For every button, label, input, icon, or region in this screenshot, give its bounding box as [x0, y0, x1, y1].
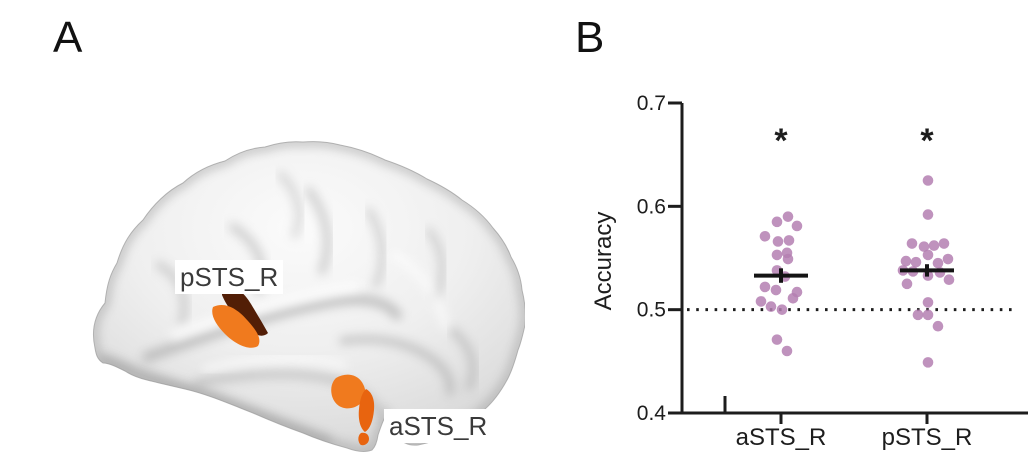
y-tick-label: 0.4 — [637, 402, 667, 425]
data-point — [906, 238, 918, 249]
panel-b-label: B — [575, 13, 605, 62]
data-point — [912, 309, 924, 321]
data-point — [910, 256, 922, 268]
brain-sulci — [93, 142, 525, 452]
data-point — [900, 255, 912, 267]
data-point — [770, 284, 782, 296]
category-label: aSTS_R — [736, 424, 827, 451]
data-point — [759, 231, 771, 242]
significance-marker: * — [774, 122, 788, 160]
roi-label-psts: pSTS_R — [175, 260, 284, 294]
data-point — [782, 211, 794, 222]
data-point — [932, 257, 944, 269]
category-label: pSTS_R — [882, 424, 973, 451]
data-point — [791, 220, 803, 232]
data-point — [776, 304, 788, 315]
data-point — [918, 241, 930, 252]
data-point — [922, 249, 934, 261]
data-point — [928, 240, 940, 251]
brain-render-icon — [92, 141, 525, 452]
activation-asts-blob — [331, 374, 375, 446]
data-point — [943, 274, 955, 285]
data-point — [922, 209, 934, 220]
data-point — [901, 278, 913, 290]
data-point — [922, 175, 934, 186]
data-point — [771, 249, 783, 261]
data-point — [922, 357, 934, 368]
data-point — [765, 301, 777, 312]
data-point — [787, 293, 799, 304]
data-point — [932, 320, 944, 332]
roi-label-asts: aSTS_R — [384, 409, 493, 443]
y-tick-label: 0.5 — [637, 299, 666, 322]
data-point — [755, 296, 767, 307]
data-point — [771, 216, 783, 228]
data-point — [781, 345, 793, 357]
data-point — [938, 238, 950, 249]
activation-psts-blob — [212, 285, 268, 348]
data-point — [922, 309, 934, 321]
dot-plot: 0.7 0.6 0.5 0.4 aSTS_R * pSTS_R * — [637, 92, 1028, 451]
panel-a-label: A — [53, 13, 83, 62]
data-point — [771, 334, 783, 345]
data-point — [772, 236, 784, 247]
y-tick-label: 0.7 — [637, 92, 666, 115]
data-point — [942, 253, 954, 265]
data-point — [759, 281, 771, 293]
significance-marker: * — [920, 122, 934, 160]
y-tick-label: 0.6 — [637, 195, 666, 218]
data-point — [782, 253, 794, 265]
data-point — [783, 235, 795, 246]
data-point — [922, 297, 934, 308]
